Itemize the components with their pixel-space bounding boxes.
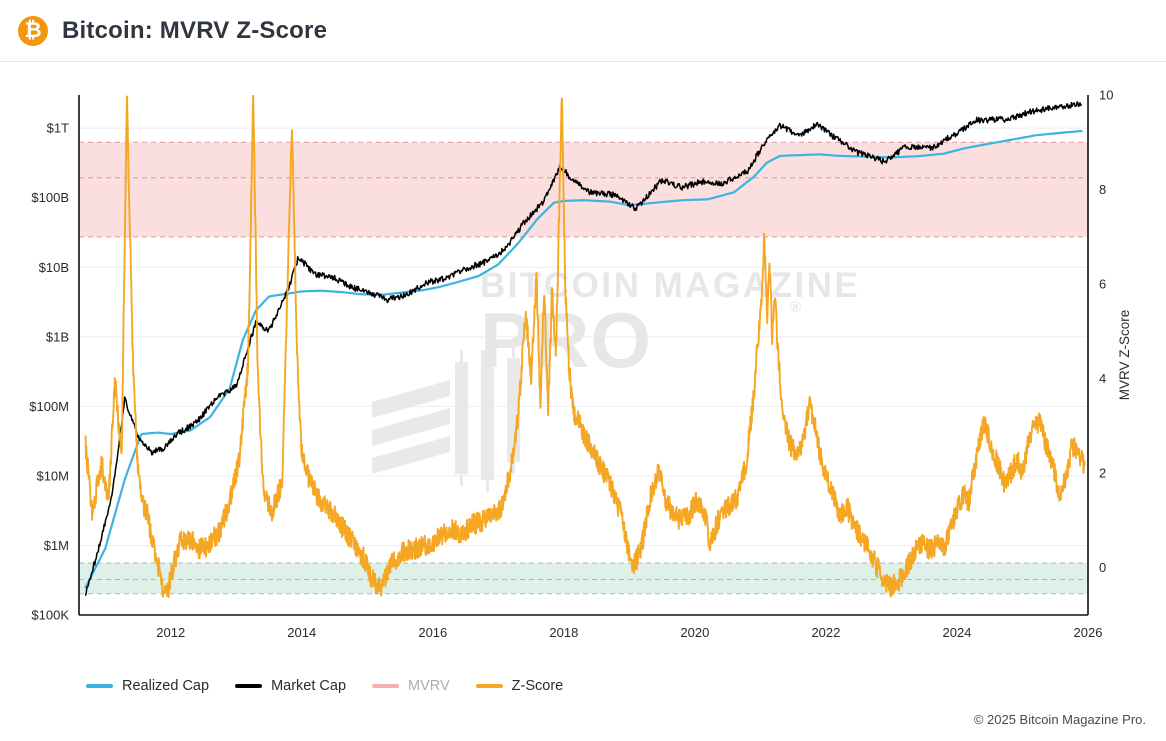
legend-item-mvrv[interactable]: MVRV (372, 678, 450, 694)
legend-label: MVRV (408, 678, 450, 694)
legend-swatch (86, 684, 113, 688)
watermark-logo-bar (372, 380, 450, 418)
x-axis-tick-label: 2016 (418, 625, 447, 640)
series-z-score (84, 95, 1086, 599)
x-axis-tick-label: 2012 (156, 625, 185, 640)
bitcoin-icon: ₿ (18, 15, 48, 46)
y-axis-left-tick-label: $10M (36, 468, 69, 483)
data-series (84, 95, 1086, 599)
legend-label: Realized Cap (122, 678, 210, 694)
axes (78, 95, 1089, 616)
x-axis-tick-label: 2022 (811, 625, 840, 640)
watermark-registered: ® (790, 299, 801, 316)
series-realized-cap (84, 129, 1083, 589)
page-title: Bitcoin: MVRV Z-Score (62, 16, 328, 44)
mvrv-bands (79, 141, 1088, 595)
y-axis-right-tick-label: 10 (1099, 88, 1113, 103)
y-axis-left-tick-label: $100K (31, 608, 69, 623)
watermark-logo-bar (372, 408, 450, 446)
x-axis-tick-label: 2014 (287, 625, 316, 640)
legend-swatch (372, 684, 400, 688)
watermark-line1: BITCOIN MAGAZINE (480, 266, 860, 305)
legend-label: Z-Score (511, 678, 564, 694)
legend-swatch (235, 684, 263, 688)
y-axis-left-tick-label: $100M (29, 399, 69, 414)
watermark-logo-bar (372, 436, 450, 474)
legend-label: Market Cap (271, 678, 347, 694)
x-axis-tick-label: 2024 (943, 625, 972, 640)
y-axis-right-tick-label: 0 (1099, 560, 1106, 575)
legend-item-realized-cap[interactable]: Realized Cap (86, 678, 209, 694)
y-axis-left-tick-label: $1M (44, 538, 69, 553)
watermark-logo-wick (460, 350, 463, 486)
y-axis-left-tick-label: $1B (46, 329, 69, 344)
legend-item-z-score[interactable]: Z-Score (475, 678, 564, 694)
watermark-logo-wick (486, 338, 489, 492)
chart-container[interactable]: BITCOIN MAGAZINE PRO ® $100K $1M $10M $100M $1B… (0, 62, 1166, 674)
x-axis-tick-label: 2026 (1074, 625, 1103, 640)
chart-legend: Realized Cap Market Cap MVRV Z-Score (86, 678, 563, 694)
y-axis-right-title: MVRV Z-Score (1117, 310, 1132, 401)
y-axis-right-tick-label: 2 (1099, 466, 1106, 481)
page-header: ₿ Bitcoin: MVRV Z-Score (0, 0, 1166, 62)
y-axis-right-ticks: 0 2 4 6 8 10 (1099, 88, 1113, 576)
bitcoin-glyph: ₿ (24, 18, 42, 42)
y-axis-left-tick-label: $10B (39, 260, 69, 275)
x-axis-tick-label: 2018 (549, 625, 578, 640)
x-axis-ticks: 2012 2014 2016 2018 2020 2022 2024 2026 (156, 625, 1102, 640)
y-axis-left-ticks: $100K $1M $10M $100M $1B $10B $100B $1T (29, 121, 69, 623)
y-axis-right-tick-label: 8 (1099, 182, 1106, 197)
series-market-cap (84, 101, 1083, 596)
copyright-notice: © 2025 Bitcoin Magazine Pro. (973, 712, 1146, 727)
y-axis-left-tick-label: $100B (31, 190, 69, 205)
legend-swatch (475, 684, 503, 688)
undervalued-band (79, 563, 1088, 594)
y-axis-left-tick-label: $1T (47, 121, 69, 136)
y-axis-right-tick-label: 6 (1099, 277, 1106, 292)
y-axis-right-tick-label: 4 (1099, 371, 1106, 386)
watermark-logo-wick (512, 346, 515, 474)
legend-item-market-cap[interactable]: Market Cap (235, 678, 346, 694)
x-axis-tick-label: 2020 (680, 625, 709, 640)
